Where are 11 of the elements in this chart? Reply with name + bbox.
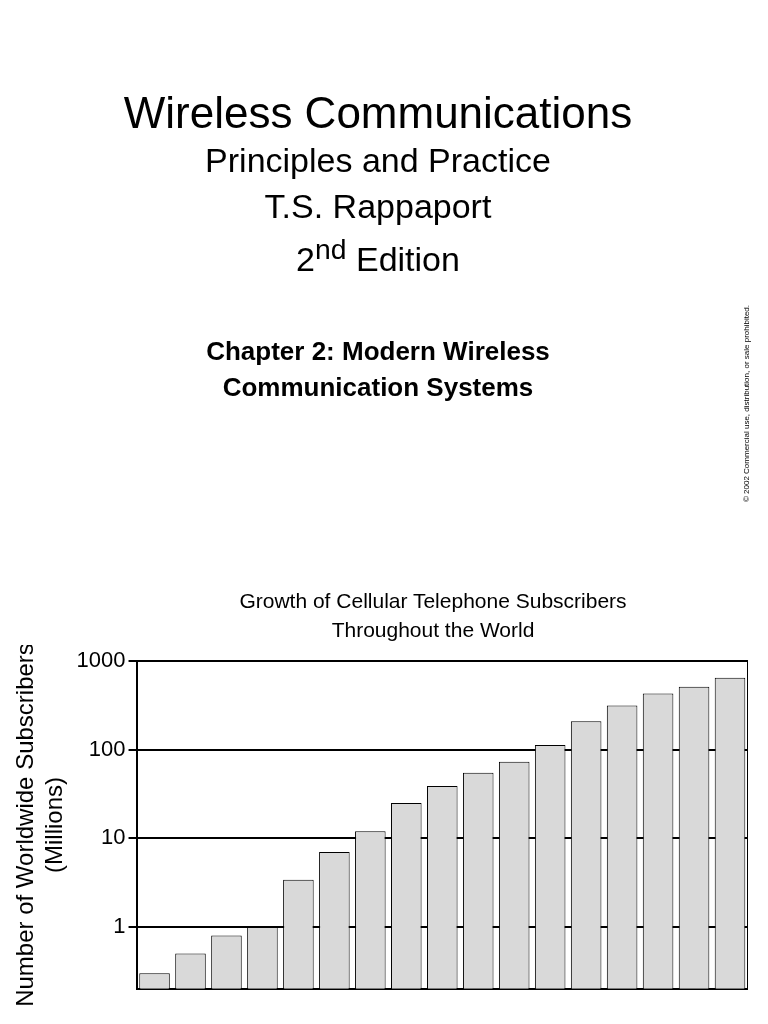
text: © 2002 Commercial use, distribution, or sale prohibited. bbox=[742, 304, 752, 502]
text: 2$^{nd}$ Edition bbox=[295, 231, 461, 281]
text: Wireless Communications bbox=[122, 88, 634, 138]
text: Principles and Practice bbox=[204, 140, 552, 181]
y-tick-label: 100 bbox=[88, 735, 126, 761]
y-tick-label: 1 bbox=[113, 912, 126, 938]
text: T.S. Rappaport bbox=[263, 185, 493, 227]
chart-title: Growth of Cellular Telephone Subscribers Throughout the World bbox=[238, 588, 628, 644]
y-tick-label: 1000 bbox=[76, 647, 126, 673]
text: Chapter 2: Modern Wireless Communication Systems bbox=[205, 335, 551, 405]
y-tick-label: 10 bbox=[101, 824, 126, 850]
